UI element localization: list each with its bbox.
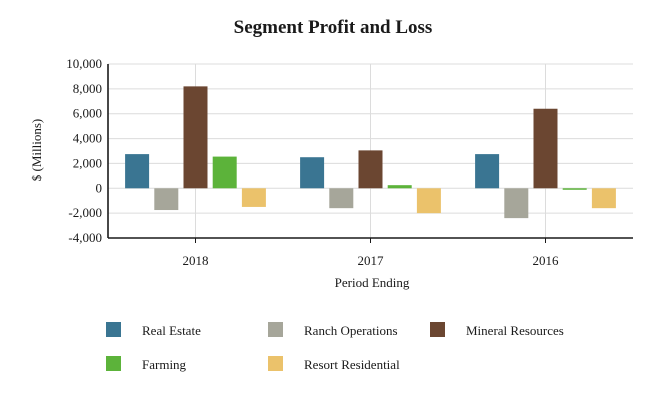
tick-labels: 10,000 8,000 6,000 4,000 2,000 0 -2,000 -4,000 2…: [66, 56, 559, 268]
bar-real-estate-2017: [300, 157, 325, 189]
y-tick-label: 0: [96, 180, 103, 195]
bar-ranch-operations-2018: [154, 188, 179, 211]
y-tick-label: 8,000: [73, 81, 102, 96]
bars: [125, 86, 616, 219]
legend: Real Estate Ranch Operations Mineral Resou…: [106, 322, 564, 372]
legend-swatch-real-estate: [106, 322, 121, 337]
chart-title: Segment Profit and Loss: [234, 17, 433, 38]
bar-resort-residential-2016: [591, 188, 616, 209]
bar-resort-residential-2018: [241, 188, 266, 207]
x-tick-label: 2016: [533, 253, 560, 268]
bar-real-estate-2016: [475, 154, 500, 189]
bar-farming-2016: [562, 188, 587, 190]
bar-farming-2017: [387, 185, 412, 189]
legend-swatch-mineral-resources: [430, 322, 445, 337]
legend-swatch-farming: [106, 356, 121, 371]
y-tick-label: 2,000: [73, 155, 102, 170]
y-tick-label: 6,000: [73, 106, 102, 121]
x-axis-label: Period Ending: [335, 275, 410, 290]
y-tick-label: 10,000: [66, 56, 102, 71]
bar-mineral-resources-2017: [358, 150, 383, 189]
x-tick-label: 2017: [358, 253, 385, 268]
legend-label-resort-residential: Resort Residential: [304, 357, 400, 372]
bar-farming-2018: [212, 156, 237, 189]
y-tick-label: -2,000: [68, 205, 102, 220]
legend-swatch-resort-residential: [268, 356, 283, 371]
legend-label-mineral-resources: Mineral Resources: [466, 323, 564, 338]
x-tick-label: 2018: [183, 253, 209, 268]
y-axis-label: $ (Millions): [29, 119, 44, 181]
legend-label-farming: Farming: [142, 357, 187, 372]
bar-real-estate-2018: [125, 154, 150, 189]
y-tick-label: 4,000: [73, 131, 102, 146]
bar-ranch-operations-2016: [504, 188, 529, 219]
bar-mineral-resources-2018: [183, 86, 208, 189]
legend-label-real-estate: Real Estate: [142, 323, 201, 338]
legend-swatch-ranch-operations: [268, 322, 283, 337]
axes: [107, 64, 633, 243]
y-tick-label: -4,000: [68, 230, 102, 245]
bar-resort-residential-2017: [416, 188, 441, 214]
bar-ranch-operations-2017: [329, 188, 354, 209]
legend-label-ranch-operations: Ranch Operations: [304, 323, 398, 338]
bar-mineral-resources-2016: [533, 108, 558, 189]
